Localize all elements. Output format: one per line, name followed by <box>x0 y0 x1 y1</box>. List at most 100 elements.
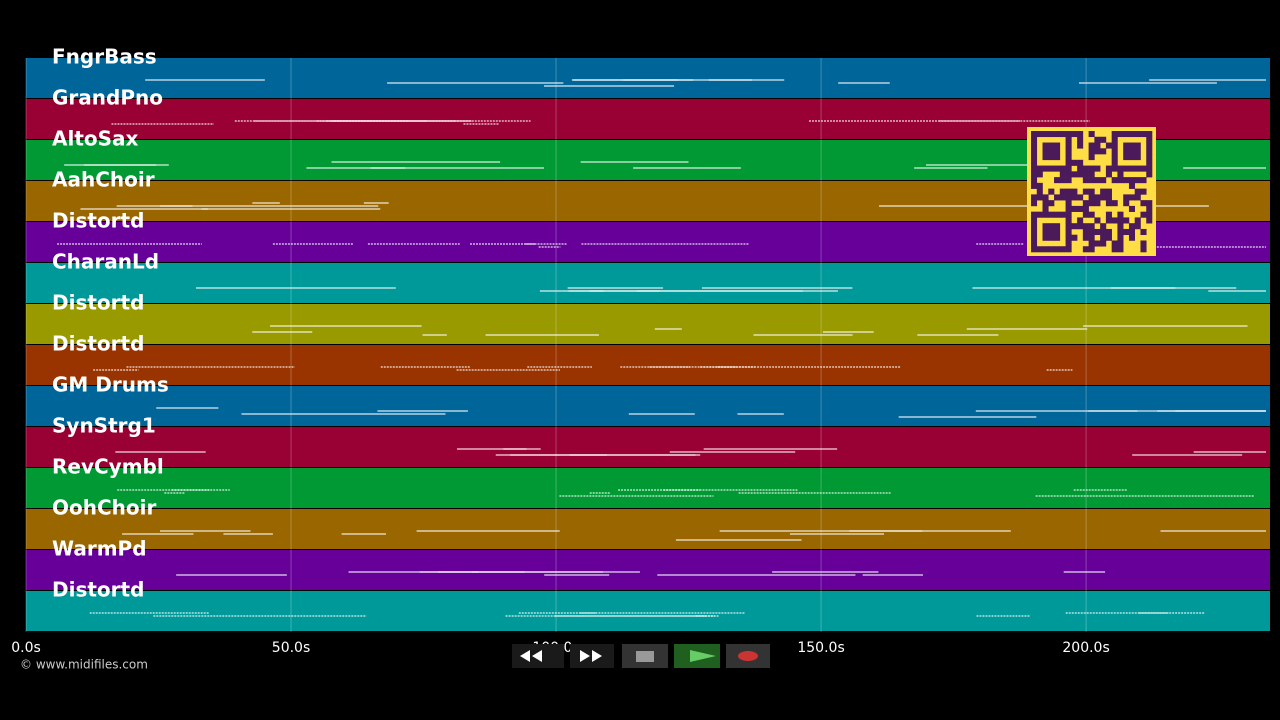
qr-cell <box>1117 211 1124 218</box>
qr-cell <box>1036 211 1043 218</box>
qr-cell <box>1054 154 1061 161</box>
qr-cell <box>1134 142 1141 149</box>
track-label: Distortd <box>52 209 144 233</box>
qr-cell <box>1082 177 1089 184</box>
qr-cell <box>1048 234 1055 241</box>
qr-cell <box>1100 177 1107 184</box>
qr-cell <box>1065 171 1072 178</box>
qr-cell <box>1077 205 1084 212</box>
qr-cell <box>1088 171 1095 178</box>
qr-cell <box>1048 131 1055 138</box>
qr-cell <box>1111 240 1118 247</box>
qr-cell <box>1146 171 1153 178</box>
track-label: CharanLd <box>52 250 159 274</box>
qr-cell <box>1077 159 1084 166</box>
qr-cell <box>1031 148 1038 155</box>
qr-cell <box>1111 246 1118 253</box>
qr-cell <box>1077 171 1084 178</box>
qr-cell <box>1111 136 1118 143</box>
qr-cell <box>1077 136 1084 143</box>
qr-cell <box>1065 188 1072 195</box>
qr-cell <box>1042 200 1049 207</box>
track-band <box>26 550 1270 590</box>
qr-cell <box>1140 240 1147 247</box>
qr-cell <box>1111 154 1118 161</box>
qr-cell <box>1123 194 1130 201</box>
qr-cell <box>1117 165 1124 172</box>
qr-cell <box>1059 188 1066 195</box>
qr-cell <box>1123 131 1130 138</box>
qr-cell <box>1128 131 1136 138</box>
track-band <box>26 591 1270 631</box>
qr-cell <box>1065 131 1072 138</box>
qr-cell <box>1105 165 1112 172</box>
qr-cell <box>1100 194 1107 201</box>
stop-icon <box>636 651 654 662</box>
qr-cell <box>1048 211 1055 218</box>
qr-cell <box>1065 211 1072 218</box>
qr-cell <box>1146 131 1153 138</box>
qr-cell <box>1094 148 1101 155</box>
qr-cell <box>1031 131 1038 138</box>
qr-cell <box>1140 200 1147 207</box>
qr-cell <box>1077 194 1084 201</box>
qr-cell <box>1077 223 1084 230</box>
qr-cell <box>1117 223 1124 230</box>
qr-cell <box>1031 240 1038 247</box>
qr-cell <box>1065 217 1072 224</box>
qr-cell <box>1094 228 1101 236</box>
qr-cell <box>1134 217 1141 224</box>
qr-cell <box>1031 171 1038 178</box>
play-icon <box>690 650 716 662</box>
qr-cell <box>1117 131 1124 138</box>
qr-cell <box>1071 159 1078 166</box>
track-label: AahChoir <box>52 168 155 192</box>
track-label: Distortd <box>52 332 144 356</box>
qr-cell <box>1117 240 1124 247</box>
qr-cell <box>1042 228 1049 236</box>
qr-cell <box>1128 223 1136 230</box>
qr-cell <box>1082 228 1089 236</box>
qr-cell <box>1146 142 1153 149</box>
qr-cell <box>1100 240 1107 247</box>
forward-icon <box>580 650 602 662</box>
qr-cell <box>1105 211 1112 218</box>
qr-cell <box>1128 154 1136 161</box>
qr-cell <box>1036 194 1043 201</box>
qr-cell <box>1111 177 1118 184</box>
qr-cell <box>1054 177 1061 184</box>
qr-cell <box>1042 131 1049 138</box>
qr-cell <box>1088 246 1095 253</box>
x-tick-label: 0.0s <box>11 640 41 656</box>
qr-cell <box>1054 194 1061 201</box>
qr-cell <box>1088 223 1095 230</box>
qr-cell <box>1140 188 1147 195</box>
qr-cell <box>1036 188 1043 195</box>
qr-cell <box>1128 177 1136 184</box>
qr-cell <box>1071 234 1078 241</box>
qr-cell <box>1065 200 1072 207</box>
qr-cell <box>1065 159 1072 166</box>
qr-cell <box>1134 165 1141 172</box>
qr-cell <box>1128 182 1136 189</box>
qr-cell <box>1117 246 1124 253</box>
qr-cell <box>1123 148 1130 155</box>
qr-cell <box>1140 177 1147 184</box>
qr-cell <box>1105 228 1112 236</box>
qr-cell <box>1105 200 1112 207</box>
qr-cell <box>1042 142 1049 149</box>
qr-cell <box>1082 165 1089 172</box>
qr-cell <box>1123 228 1130 236</box>
transport-controls <box>512 644 770 668</box>
track-label: Distortd <box>52 578 144 602</box>
qr-cell <box>1031 154 1038 161</box>
qr-cell <box>1059 165 1066 172</box>
qr-cell <box>1031 177 1038 184</box>
qr-cell <box>1088 154 1095 161</box>
qr-cell <box>1031 165 1038 172</box>
qr-cell <box>1065 142 1072 149</box>
qr-cell <box>1059 131 1066 138</box>
qr-cell <box>1128 205 1136 212</box>
qr-cell <box>1088 188 1095 195</box>
